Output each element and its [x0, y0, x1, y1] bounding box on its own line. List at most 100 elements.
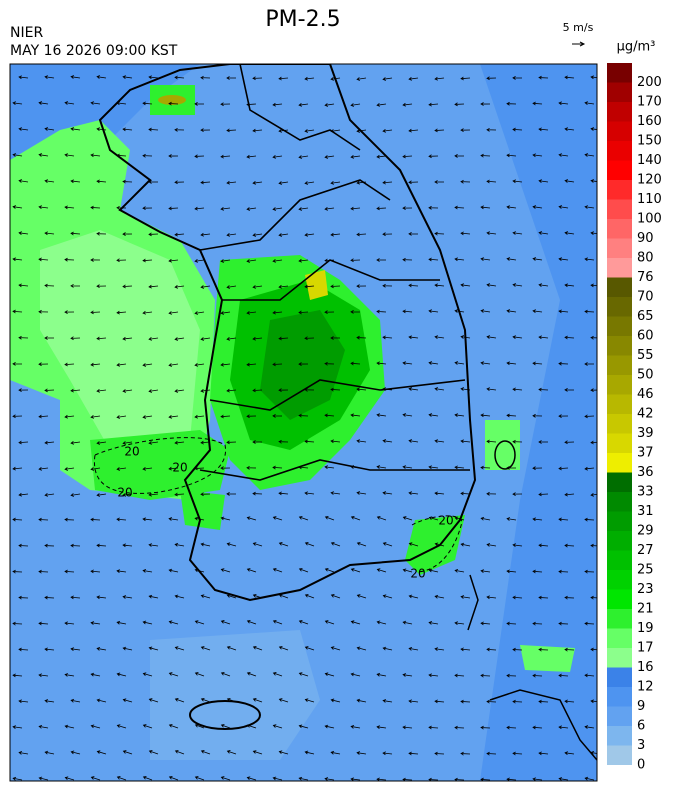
wind-arrow [64, 467, 75, 471]
wind-arrow [428, 725, 439, 730]
wind-arrow [168, 517, 179, 521]
wind-arrow [90, 621, 101, 625]
wind-arrow [480, 621, 491, 626]
wind-arrow [44, 543, 55, 548]
wind-arrow [408, 439, 419, 443]
wind-arrow [538, 440, 549, 444]
wind-arrow [480, 361, 491, 365]
colorbar-label: 36 [637, 465, 654, 480]
wind-arrow [278, 491, 289, 496]
wind-arrow [96, 595, 107, 600]
wind-arrow [480, 309, 491, 313]
wind-arrow [460, 387, 471, 391]
wind-arrow [38, 205, 49, 210]
wind-arrow [532, 361, 543, 366]
wind-arrow [194, 102, 205, 106]
wind-arrow [512, 439, 523, 444]
wind-arrow [324, 206, 335, 211]
wind-arrow [590, 388, 597, 393]
wind-arrow [486, 335, 497, 339]
wind-arrow [350, 206, 361, 211]
wind-arrow [480, 673, 491, 678]
colorbar-swatch [607, 570, 632, 590]
wind-arrow [538, 75, 549, 80]
colorbar-swatch [607, 199, 632, 219]
wind-arrow [330, 77, 341, 81]
wind-arrow [200, 75, 211, 80]
wind-arrow [12, 466, 23, 471]
wind-arrow [558, 569, 569, 574]
colorbar-swatch [607, 180, 632, 200]
wind-arrow [382, 283, 393, 288]
colorbar-label: 90 [637, 231, 654, 246]
wind-arrow [142, 153, 153, 158]
wind-arrow [402, 568, 413, 573]
colorbar-label: 110 [637, 192, 662, 207]
wind-arrow [174, 337, 185, 341]
wind-arrow [402, 361, 413, 365]
wind-arrow [590, 127, 597, 131]
colorbar-label: 33 [637, 485, 654, 500]
wind-arrow [246, 154, 257, 159]
wind-arrow [18, 75, 29, 80]
wind-arrow [454, 205, 465, 210]
wind-arrow [70, 75, 81, 79]
wind-arrow [246, 207, 257, 211]
colorbar-swatch [607, 726, 632, 746]
wind-arrow [564, 179, 575, 183]
contour-label: 20 [438, 514, 453, 528]
wind-arrow [402, 206, 413, 210]
wind-arrow [70, 698, 81, 703]
wind-arrow [44, 179, 55, 183]
wind-arrow [252, 233, 263, 237]
wind-arrow [350, 672, 361, 677]
wind-arrow [226, 492, 237, 496]
wind-arrow [480, 725, 491, 730]
wind-arrow [142, 517, 153, 522]
wind-arrow [408, 128, 419, 133]
wind-arrow [200, 128, 211, 133]
wind-arrow [64, 776, 75, 781]
wind-arrow [220, 776, 231, 781]
wind-arrow [226, 285, 237, 289]
colorbar-swatch [607, 375, 632, 395]
wind-arrow [142, 206, 153, 211]
wind-arrow [512, 751, 523, 756]
wind-arrow [402, 257, 413, 262]
wind-arrow [564, 231, 575, 235]
wind-arrow [194, 259, 205, 263]
wind-arrow [454, 568, 465, 573]
wind-arrow [168, 723, 179, 729]
wind-arrow [64, 205, 75, 210]
wind-arrow [532, 101, 543, 106]
wind-arrow [272, 516, 283, 521]
wind-arrow [356, 77, 367, 81]
wind-arrow [220, 568, 231, 573]
wind-arrow [168, 466, 179, 471]
wind-arrow [148, 337, 159, 341]
colorbar-label: 50 [637, 368, 654, 383]
wind-arrow [298, 620, 309, 625]
wind-arrow [590, 283, 597, 288]
wind-arrow [486, 543, 497, 547]
wind-arrow [90, 569, 101, 574]
colorbar-swatch [607, 63, 632, 83]
wind-arrow [12, 414, 23, 419]
colorbar-swatch [607, 648, 632, 668]
wind-arrow [330, 646, 341, 651]
wind-arrow [324, 724, 335, 729]
wind-arrow [434, 231, 445, 236]
wind-arrow [38, 153, 49, 157]
wind-arrow [226, 542, 237, 547]
wind-arrow [246, 362, 257, 367]
wind-arrow [246, 414, 257, 419]
wind-arrow [298, 362, 309, 366]
colorbar-swatch [607, 258, 632, 278]
wind-arrow [116, 258, 127, 263]
wind-arrow [12, 101, 23, 106]
wind-arrow [382, 751, 393, 756]
wind-arrow [252, 491, 263, 496]
wind-arrow [512, 76, 523, 80]
wind-arrow [408, 751, 419, 756]
wind-arrow [298, 776, 309, 781]
